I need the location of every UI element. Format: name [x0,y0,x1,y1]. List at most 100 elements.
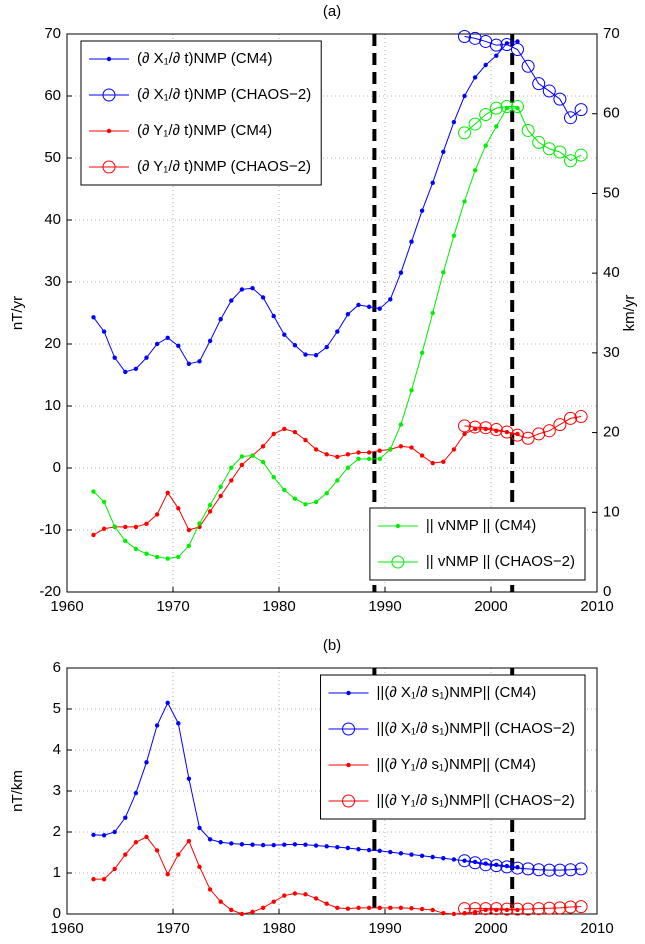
marker [479,858,493,872]
marker [346,690,351,696]
marker [176,721,181,726]
marker [521,902,535,916]
marker [356,450,361,455]
x-tick-label: 2000 [474,920,507,937]
marker [441,149,446,154]
y-tick-label: 10 [44,397,61,414]
x-tick-label: 1960 [50,920,83,937]
marker [574,862,588,876]
marker [489,902,503,916]
marker [521,59,535,73]
marker [342,722,356,736]
y-axis-label: nT/km [9,770,26,812]
marker [377,306,382,311]
marker [239,911,245,917]
y-tick-label: 70 [44,25,61,42]
marker [419,208,425,213]
marker [346,762,351,768]
marker [388,849,393,855]
marker [564,154,577,168]
marker [542,863,556,877]
marker [489,38,503,52]
marker [462,93,467,99]
marker [165,490,170,495]
marker [292,429,298,435]
y2-axis-label: km/yr [621,295,638,332]
y2-tick-label: 0 [603,583,611,600]
panel-title: (a) [323,3,341,20]
marker [133,790,139,796]
marker [324,344,329,350]
marker [123,369,128,375]
marker [500,38,514,52]
marker [500,100,514,114]
marker [165,556,170,561]
y2-tick-label: 20 [603,424,620,441]
marker [430,907,435,913]
y2-tick-label: 50 [603,184,620,201]
legend: || vNMP || (CM4) || vNMP || (CHAOS−2) [369,507,586,581]
marker [553,92,567,106]
y2-tick-label: 40 [603,264,620,281]
marker [356,905,361,911]
marker [292,496,298,501]
marker [472,909,478,915]
marker [303,437,308,443]
marker [419,853,425,858]
marker [441,459,446,464]
marker [462,199,467,204]
x-tick-label: 1990 [368,598,401,615]
marker [144,355,149,360]
x-tick-label: 1980 [262,598,295,615]
marker [472,426,478,432]
x-tick-label: 1990 [368,920,401,937]
marker [574,900,588,914]
marker [239,842,245,847]
marker [207,338,213,344]
marker [441,270,446,275]
marker [409,906,414,911]
marker [154,723,160,728]
marker [468,856,482,870]
marker [451,911,457,917]
y-axis-label: nT/yr [9,296,26,330]
marker [91,532,96,538]
legend: (∂ X₁/∂ t)NMP (CM4) (∂ X₁/∂ t)NMP (CHAOS−… [80,40,322,186]
legend-box [320,674,586,820]
marker [409,852,414,857]
marker [102,88,116,102]
marker [511,861,524,875]
marker [186,361,192,367]
marker [229,841,234,846]
y-tick-label: -10 [39,521,61,538]
marker [441,910,446,916]
marker [144,551,149,556]
marker [532,863,546,877]
marker [197,864,202,870]
marker [207,509,213,514]
marker [123,815,128,820]
marker [458,902,471,916]
marker [345,465,351,470]
marker [260,905,266,911]
marker [154,512,160,517]
marker [197,521,202,526]
marker [133,840,139,845]
marker [458,854,471,868]
marker [282,487,287,493]
marker [102,160,116,174]
marker [260,459,266,465]
marker [292,343,298,348]
marker [356,847,361,852]
marker [229,478,234,483]
marker [574,148,588,162]
marker [489,423,503,437]
marker [207,502,213,508]
y2-tick-label: 60 [603,105,620,122]
marker [430,854,435,860]
marker [133,524,139,530]
marker [218,484,223,489]
marker [271,431,276,437]
marker [218,317,223,322]
marker [542,901,556,915]
